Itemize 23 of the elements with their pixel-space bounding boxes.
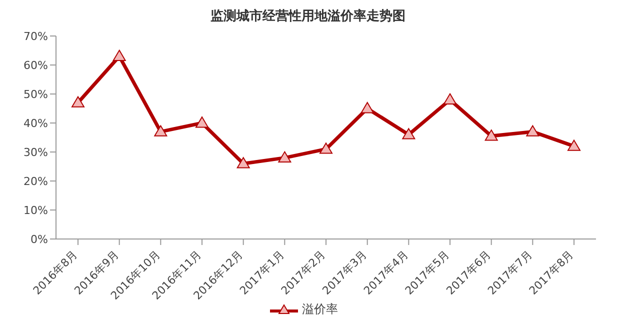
point bbox=[360, 102, 374, 114]
point bbox=[72, 96, 84, 108]
legend-label: 溢价率 bbox=[301, 301, 338, 318]
y-tick-label: 0% bbox=[30, 232, 48, 246]
point bbox=[320, 142, 332, 154]
point bbox=[484, 130, 498, 141]
y-tick-label: 10% bbox=[24, 204, 48, 217]
point bbox=[444, 93, 456, 104]
y-tick-label: 60% bbox=[24, 58, 48, 72]
point bbox=[236, 157, 250, 168]
y-tick-label: 50% bbox=[24, 88, 48, 101]
point bbox=[402, 128, 416, 140]
chart-title: 监测城市经营性用地溢价率走势图 bbox=[210, 8, 406, 26]
point bbox=[278, 151, 292, 162]
y-tick-label: 40% bbox=[24, 116, 48, 130]
y-tick-label: 30% bbox=[24, 146, 48, 159]
point bbox=[526, 125, 540, 136]
point bbox=[154, 125, 168, 136]
point bbox=[568, 140, 580, 151]
y-tick-label: 20% bbox=[24, 174, 48, 188]
y-tick-label: 70% bbox=[24, 30, 48, 43]
point bbox=[196, 116, 208, 128]
point bbox=[112, 50, 126, 61]
